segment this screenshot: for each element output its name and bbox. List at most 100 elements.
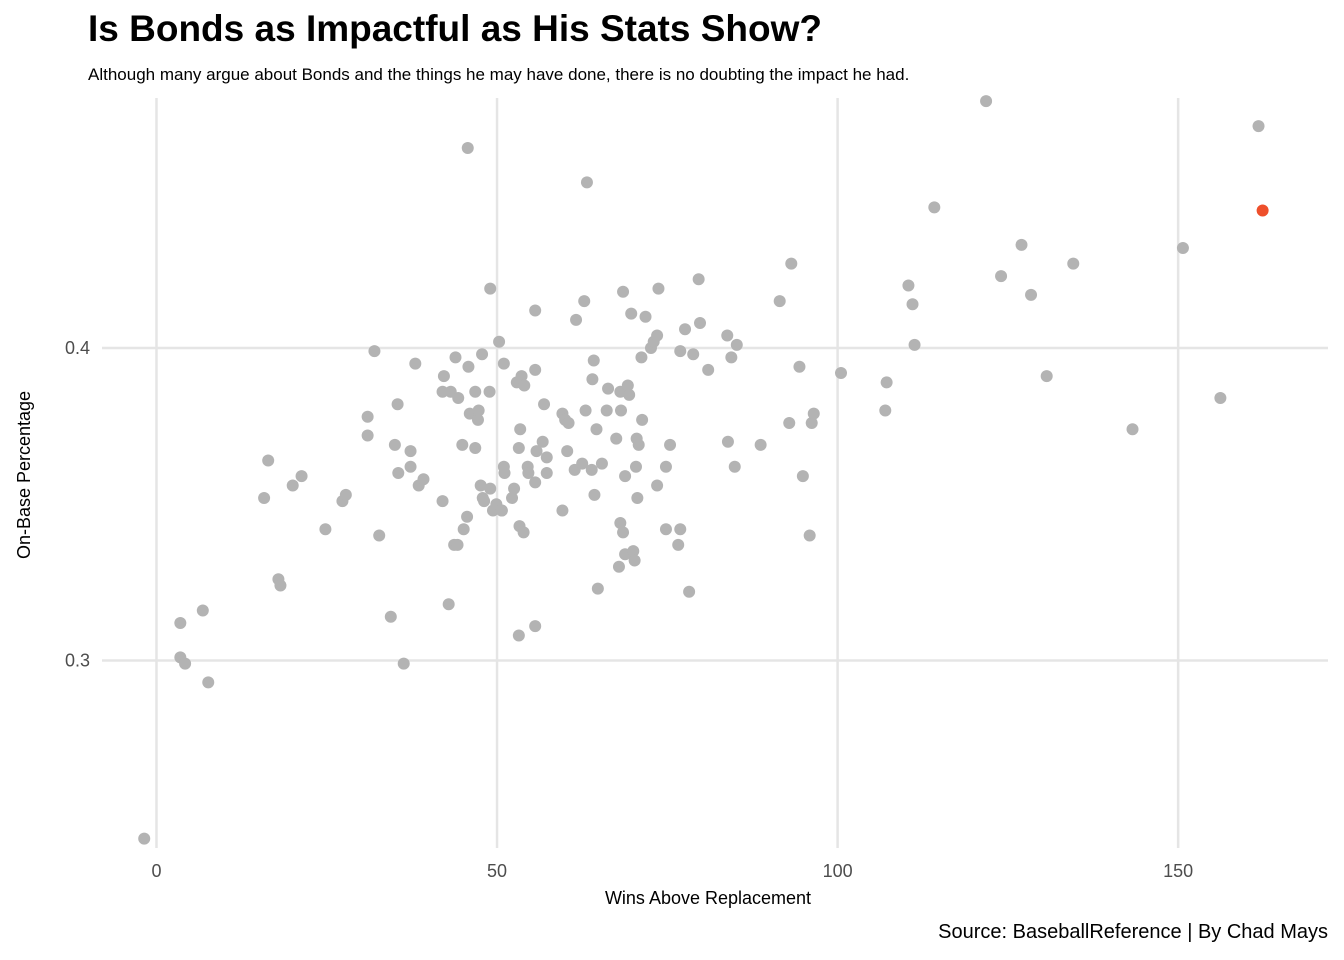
data-point bbox=[529, 363, 542, 376]
data-point bbox=[472, 404, 485, 417]
data-point bbox=[530, 445, 543, 458]
data-point bbox=[692, 273, 705, 286]
data-point bbox=[562, 417, 575, 429]
data-point bbox=[556, 504, 569, 517]
data-point bbox=[484, 282, 497, 295]
data-point bbox=[687, 348, 700, 361]
data-point bbox=[651, 479, 664, 492]
data-point bbox=[497, 357, 510, 370]
data-point bbox=[391, 398, 404, 411]
data-point bbox=[600, 404, 613, 417]
data-point bbox=[612, 560, 625, 573]
data-point bbox=[529, 476, 542, 489]
data-point bbox=[578, 295, 591, 308]
data-point bbox=[529, 304, 542, 317]
data-point bbox=[619, 470, 632, 483]
data-point bbox=[196, 604, 209, 617]
data-point bbox=[1176, 242, 1189, 254]
data-point bbox=[586, 373, 599, 386]
data-point bbox=[286, 479, 299, 492]
data-point bbox=[908, 338, 921, 351]
data-point bbox=[517, 526, 530, 539]
data-point bbox=[807, 407, 820, 420]
data-point bbox=[674, 345, 687, 358]
data-point bbox=[879, 404, 892, 417]
data-point bbox=[457, 523, 470, 536]
data-point bbox=[835, 367, 848, 379]
data-point bbox=[659, 460, 672, 473]
data-point bbox=[1126, 423, 1139, 436]
data-point bbox=[803, 529, 816, 542]
data-point bbox=[417, 473, 430, 486]
data-point bbox=[576, 457, 589, 470]
data-point bbox=[442, 598, 455, 611]
data-point bbox=[404, 460, 417, 473]
data-point bbox=[498, 467, 511, 479]
data-point bbox=[591, 582, 604, 595]
chart-caption: Source: BaseballReference | By Chad Mays bbox=[938, 921, 1328, 943]
x-tick-label: 100 bbox=[823, 861, 853, 881]
data-point bbox=[995, 270, 1008, 283]
data-point bbox=[469, 385, 482, 398]
data-point bbox=[483, 385, 496, 398]
data-point bbox=[906, 298, 919, 311]
data-point bbox=[595, 457, 608, 470]
data-point bbox=[728, 460, 741, 473]
data-point bbox=[580, 176, 593, 189]
data-point bbox=[631, 492, 644, 504]
data-point bbox=[518, 379, 531, 392]
data-point bbox=[514, 423, 527, 436]
data-point bbox=[495, 504, 508, 517]
x-tick-label: 150 bbox=[1163, 861, 1193, 881]
data-point bbox=[484, 482, 497, 495]
data-point bbox=[585, 463, 598, 476]
data-point bbox=[404, 445, 417, 458]
data-point bbox=[579, 404, 592, 417]
data-point bbox=[452, 392, 465, 404]
chart-subtitle: Although many argue about Bonds and the … bbox=[88, 65, 910, 84]
data-point bbox=[629, 460, 642, 473]
data-point bbox=[540, 451, 553, 464]
data-point bbox=[636, 413, 649, 426]
data-point bbox=[295, 470, 308, 483]
data-point bbox=[536, 435, 549, 448]
data-point bbox=[262, 454, 275, 467]
data-point bbox=[508, 482, 521, 495]
data-point bbox=[615, 404, 628, 417]
data-point bbox=[632, 438, 645, 451]
data-point bbox=[674, 523, 687, 536]
data-point bbox=[1040, 370, 1053, 383]
data-point bbox=[721, 435, 734, 448]
data-point bbox=[783, 417, 796, 429]
grid-lines bbox=[102, 98, 1328, 848]
data-point bbox=[785, 257, 798, 270]
data-point bbox=[561, 445, 574, 458]
data-point bbox=[659, 523, 672, 536]
data-point bbox=[1214, 392, 1227, 404]
data-point bbox=[880, 376, 893, 389]
data-point bbox=[805, 417, 818, 429]
data-point bbox=[602, 382, 615, 395]
data-point bbox=[339, 488, 352, 501]
data-point bbox=[373, 529, 386, 542]
y-axis-title: On-Base Percentage bbox=[14, 391, 34, 559]
data-point bbox=[471, 413, 484, 426]
data-point bbox=[617, 526, 630, 539]
data-point bbox=[461, 510, 474, 523]
data-point bbox=[625, 307, 638, 320]
data-point bbox=[538, 398, 551, 411]
data-points bbox=[138, 95, 1269, 845]
data-point bbox=[664, 438, 677, 451]
data-point bbox=[437, 370, 450, 383]
data-point bbox=[587, 354, 600, 367]
data-point bbox=[617, 285, 630, 298]
data-point bbox=[796, 470, 809, 483]
data-point bbox=[652, 282, 665, 295]
data-point bbox=[397, 657, 410, 670]
data-point bbox=[512, 629, 525, 642]
data-point bbox=[928, 201, 941, 214]
data-point bbox=[138, 832, 151, 845]
data-point bbox=[529, 620, 542, 633]
data-point bbox=[725, 351, 738, 364]
data-point bbox=[361, 410, 374, 423]
